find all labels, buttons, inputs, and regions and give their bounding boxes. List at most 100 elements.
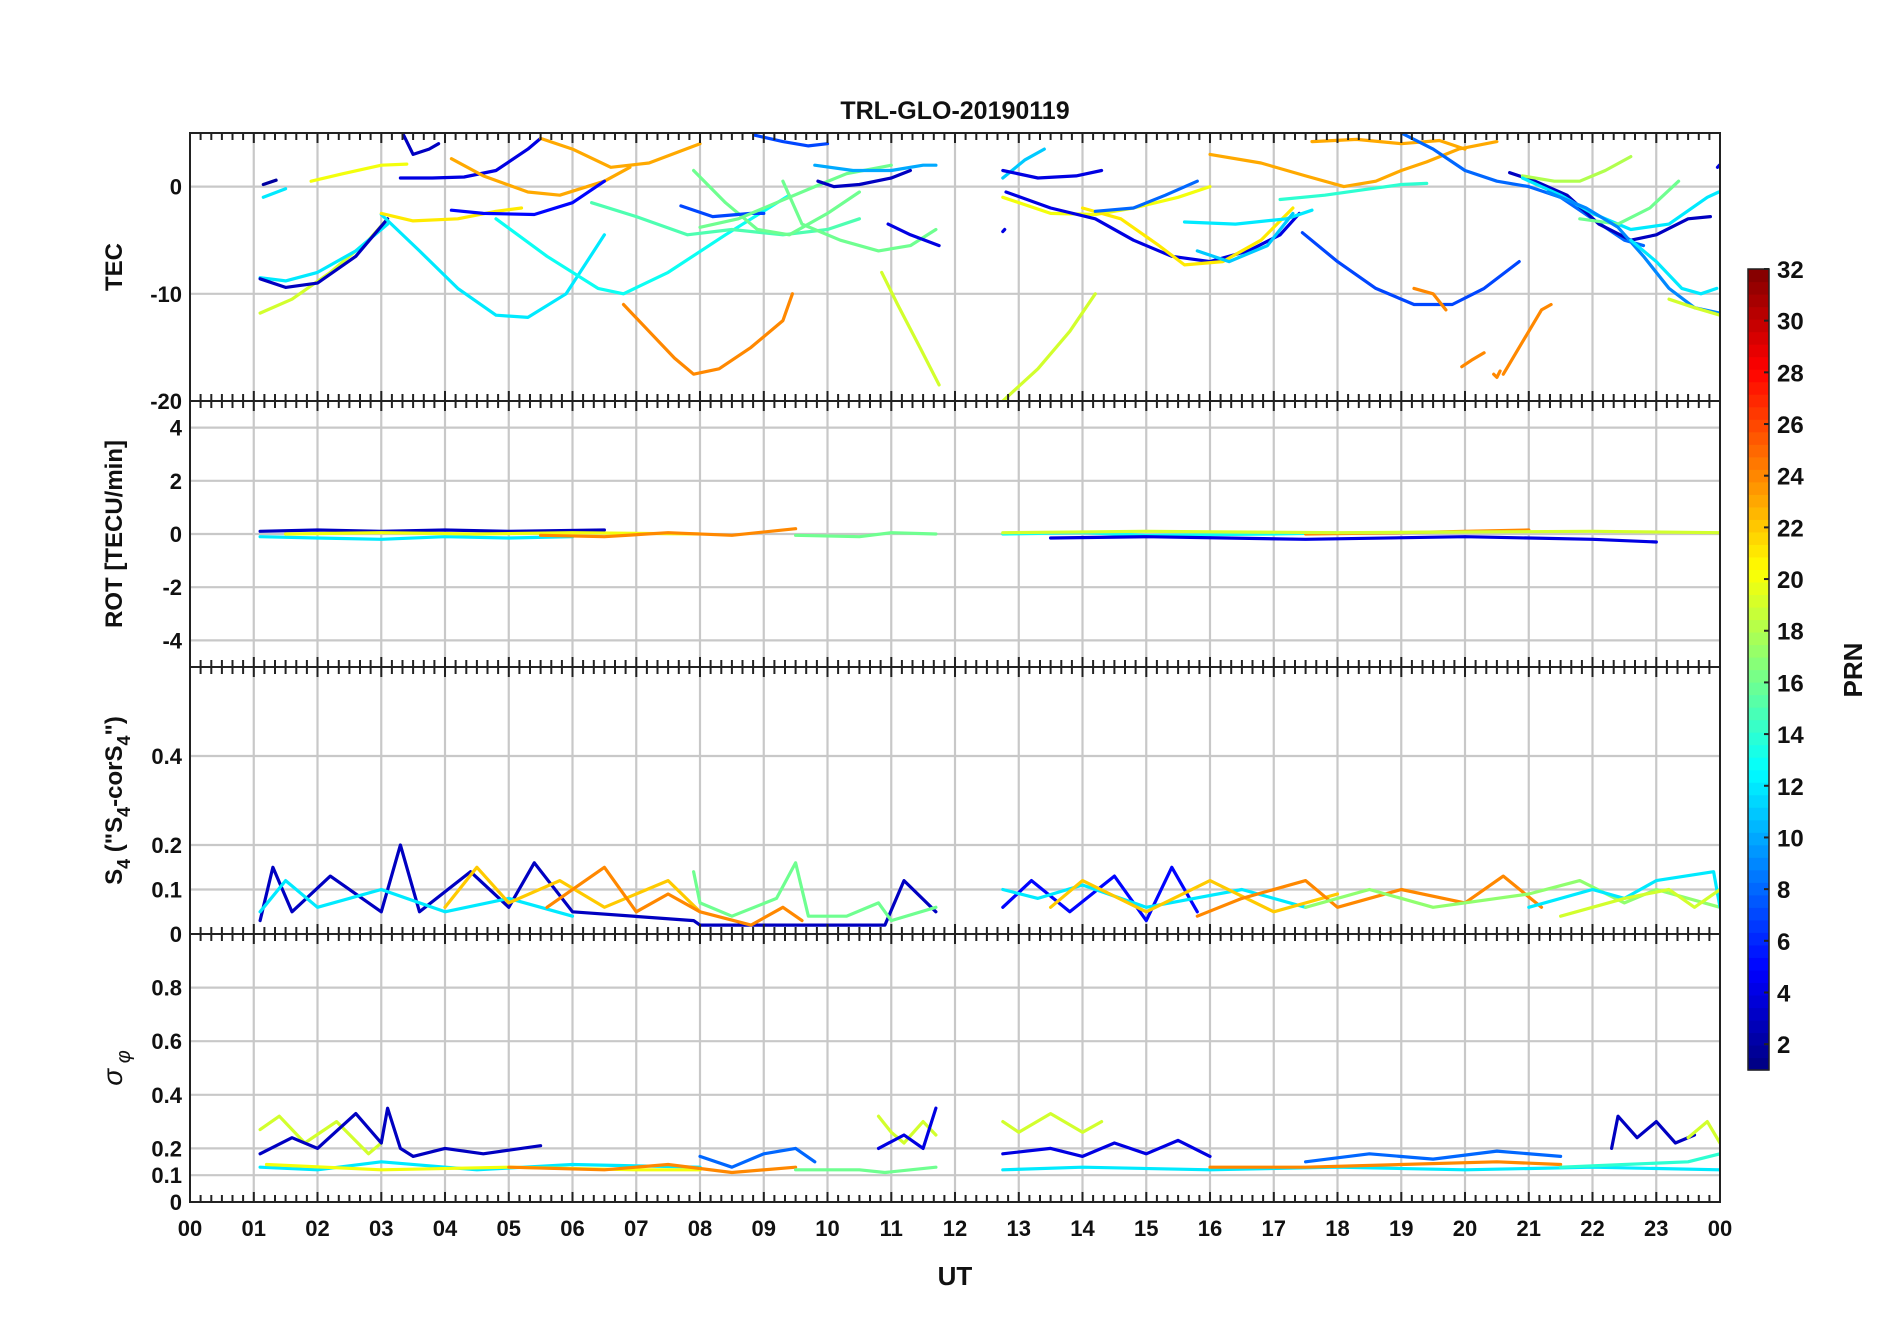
series-prn-3 (258, 217, 390, 289)
x-tick-label: 22 (1580, 1216, 1604, 1241)
series-prn-4 (1001, 1138, 1212, 1158)
series-prn-16 (794, 1165, 938, 1175)
series-prn-24 (621, 292, 794, 376)
series-prn-12 (379, 212, 606, 319)
series-prn-23 (1208, 140, 1499, 189)
colorbar-segment (1748, 944, 1769, 958)
y-tick-label: -4 (162, 628, 182, 653)
y-tick-label: 0.4 (151, 744, 182, 769)
colorbar-frame (1747, 268, 1770, 1071)
series-prn-11 (1195, 211, 1295, 264)
series-prn-20 (284, 531, 702, 536)
panel-sigma_phi: 0.8 0.6 0.4 0.20.10 σ φ (97, 933, 1721, 1215)
colorbar-segment (1748, 732, 1769, 746)
colorbar-segment (1748, 857, 1769, 871)
colorbar-segment (1748, 356, 1769, 370)
colorbar-segment (1748, 281, 1769, 295)
colorbar-segment (1748, 369, 1769, 383)
colorbar-segment (1748, 644, 1769, 658)
x-tick-label: 08 (688, 1216, 712, 1241)
colorbar-segment (1748, 769, 1769, 783)
y-tick-label: 0.1 (151, 878, 182, 903)
colorbar-segment (1748, 569, 1769, 583)
colorbar-segment (1748, 919, 1769, 933)
colorbar-segment (1748, 982, 1769, 996)
colorbar-segment (1748, 782, 1769, 796)
series-prn-19 (1001, 529, 1720, 535)
colorbar-segment (1748, 606, 1769, 621)
series-prn-8 (1304, 1149, 1563, 1164)
colorbar-segment (1748, 994, 1769, 1009)
colorbar-segment (1748, 832, 1769, 846)
panel-rot: 4 2 0 -2 -4 ROT [TECU/min] (101, 400, 1721, 668)
y-tick-label: 0.2 (151, 1136, 182, 1161)
colorbar-segment (1748, 269, 1769, 283)
series-prn-19 (876, 1114, 938, 1145)
series-prn-14 (1278, 181, 1429, 202)
series-prn-24 (1412, 286, 1448, 312)
series-prn-16 (692, 168, 861, 237)
x-axis: 00 01 02 03 04 05 06 07 08 09 10 11 12 13 14 15 16 17 18 19… (178, 1216, 1732, 1241)
y-tick-label: 0 (170, 922, 182, 947)
series-prn-4 (876, 1106, 938, 1150)
x-minor-ticks (189, 934, 1721, 1202)
series-prn-12 (258, 222, 390, 283)
series-prn-16 (781, 179, 938, 253)
x-tick-label: 10 (815, 1216, 839, 1241)
colorbar-segment (1748, 556, 1769, 570)
colorbar-segment (1748, 1032, 1769, 1046)
x-tick-label: 12 (943, 1216, 967, 1241)
x-tick-label: 16 (1198, 1216, 1222, 1241)
panel-s4: 0.4 0.2 0.1 0 S4 ("S4-corS4") (101, 666, 1721, 947)
series-prn-3 (816, 168, 912, 189)
x-tick-label: 20 (1453, 1216, 1477, 1241)
series-prn-3 (258, 1106, 543, 1158)
colorbar-tick-label: 32 (1777, 257, 1804, 284)
series-prn-22 (1049, 879, 1340, 914)
y-tick-label: 0.2 (151, 833, 182, 858)
chart-title: TRL-GLO-20190119 (840, 97, 1069, 125)
series-prn-19 (1686, 1120, 1720, 1145)
colorbar-segment (1748, 1019, 1769, 1034)
series-prn-4 (886, 222, 941, 248)
colorbar-segment (1748, 631, 1769, 646)
series-prn-21 (1080, 206, 1295, 267)
series-prn-19 (258, 1114, 383, 1156)
series-prn-12 (1629, 238, 1719, 296)
series-prn-12 (1527, 870, 1720, 909)
colorbar-segment (1748, 932, 1769, 946)
colorbar-segment (1748, 619, 1769, 633)
series-prn-19 (258, 217, 390, 315)
x-tick-label: 00 (1708, 1216, 1732, 1241)
colorbar-segment (1748, 957, 1769, 971)
series-prn-12 (1001, 1165, 1720, 1172)
series-prn-23 (449, 157, 632, 197)
colorbar-segment (1748, 481, 1769, 495)
series-prn-12 (258, 535, 575, 541)
colorbar-segment (1748, 456, 1769, 470)
colorbar-segment (1748, 381, 1769, 395)
series-prn-21 (379, 206, 524, 223)
series-prn-3 (1610, 1114, 1697, 1150)
series-prn-7 (752, 133, 830, 148)
colorbar-segment (1748, 894, 1769, 908)
x-minor-ticks (189, 667, 1721, 934)
colorbar-label: PRN (1838, 643, 1868, 698)
x-tick-label: 19 (1389, 1216, 1413, 1241)
series-prn-12 (1520, 176, 1720, 232)
colorbar-segment (1748, 807, 1769, 821)
x-tick-label: 09 (752, 1216, 776, 1241)
x-tick-label: 05 (497, 1216, 521, 1241)
colorbar-segment (1748, 444, 1769, 458)
y-axis-label: ROT [TECU/min] (101, 440, 128, 628)
series-prn-5 (449, 179, 606, 217)
series-prn-8 (1093, 179, 1199, 213)
x-tick-label: 17 (1262, 1216, 1286, 1241)
colorbar-tick-label: 22 (1777, 515, 1804, 542)
series-prn-3 (1508, 171, 1712, 242)
y-axis-label: TEC (101, 243, 128, 291)
colorbar-segment (1748, 1057, 1769, 1071)
colorbar-segment (1748, 506, 1769, 520)
x-tick-label: 00 (178, 1216, 202, 1241)
y-tick-label: 0.8 (151, 976, 182, 1001)
